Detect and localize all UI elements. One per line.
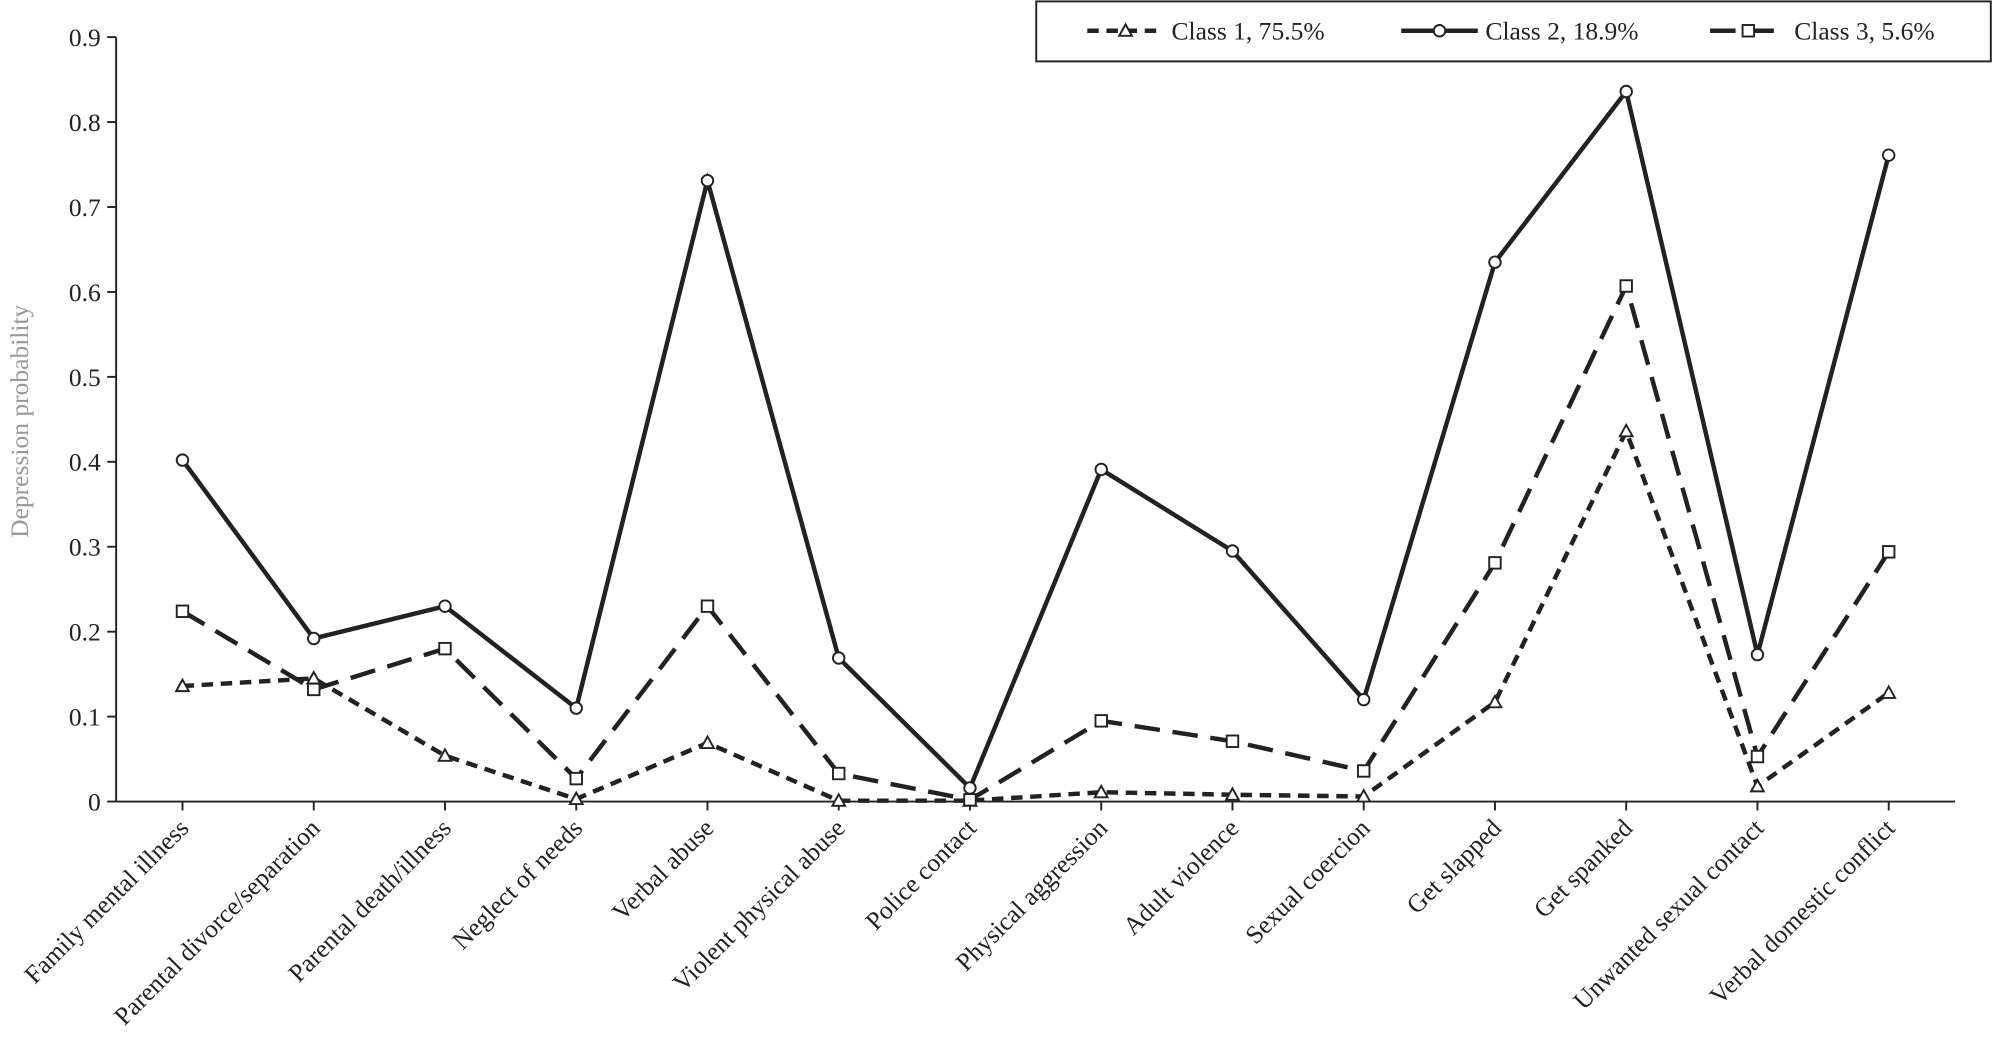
- data-point: [1750, 749, 1765, 764]
- x-tick-label: Get spanked: [1528, 813, 1638, 923]
- data-point: [1618, 422, 1635, 438]
- data-point: [700, 173, 715, 188]
- data-point: [963, 793, 977, 807]
- series-line: [182, 425, 1890, 803]
- data-point: [1750, 647, 1765, 662]
- data-point: [830, 792, 847, 807]
- data-point: [1880, 684, 1897, 699]
- data-point: [699, 734, 716, 750]
- y-tick-label: 0.2: [69, 618, 101, 647]
- legend-box: [1035, 0, 1992, 63]
- data-point: [174, 677, 191, 693]
- legend-label: Class 3, 5.6%: [1794, 17, 1934, 46]
- data-point: [1225, 544, 1240, 558]
- x-tick-label: Sexual coercion: [1239, 813, 1375, 949]
- x-tick-label: Adult violence: [1117, 813, 1244, 940]
- data-point: [1094, 462, 1108, 477]
- data-point: [1357, 692, 1371, 707]
- data-point: [700, 599, 715, 613]
- legend-label: Class 2, 18.9%: [1485, 17, 1638, 46]
- data-point: [832, 766, 846, 781]
- series-line: [180, 86, 1891, 792]
- data-point: [1225, 734, 1240, 748]
- y-tick-label: 0.3: [69, 533, 101, 562]
- y-tick-label: 0.1: [69, 703, 101, 732]
- y-tick-label: 0.9: [69, 23, 101, 52]
- y-tick-label: 0: [88, 787, 101, 816]
- data-point: [175, 453, 190, 467]
- data-point: [307, 631, 321, 646]
- x-tick-label: Verbal abuse: [606, 813, 719, 926]
- data-point: [436, 747, 453, 762]
- data-point: [175, 604, 190, 618]
- data-point: [1224, 786, 1241, 801]
- data-point: [1355, 788, 1372, 803]
- data-point: [1881, 545, 1896, 559]
- data-point: [1357, 764, 1371, 778]
- data-point: [569, 701, 583, 715]
- data-point: [307, 682, 321, 697]
- x-tick-label: Neglect of needs: [446, 813, 588, 955]
- data-point: [1486, 693, 1503, 709]
- y-tick-label: 0.8: [69, 108, 101, 137]
- data-point: [438, 599, 452, 613]
- data-point: [438, 641, 452, 656]
- data-point: [1488, 255, 1502, 269]
- y-tick-label: 0.4: [69, 448, 101, 477]
- data-point: [305, 670, 322, 685]
- legend-marker: [1432, 24, 1447, 38]
- data-point: [1619, 84, 1633, 99]
- series-line: [181, 279, 1891, 803]
- data-point: [1094, 714, 1108, 728]
- data-point: [1488, 556, 1502, 570]
- legend-marker: [1741, 24, 1756, 38]
- x-tick-label: Get slapped: [1401, 813, 1507, 919]
- data-point: [963, 781, 977, 795]
- data-point: [568, 790, 585, 806]
- y-tick-label: 0.6: [69, 278, 101, 307]
- data-point: [1749, 777, 1766, 793]
- y-axis-label: Depression probability: [5, 304, 34, 537]
- x-tick-label: Police contact: [860, 813, 982, 935]
- data-point: [569, 771, 583, 786]
- legend-marker: [1117, 22, 1134, 37]
- y-tick-label: 0.7: [69, 193, 101, 222]
- y-tick-label: 0.5: [69, 363, 101, 392]
- data-point: [1881, 148, 1896, 162]
- data-point: [832, 651, 846, 665]
- data-point: [1619, 279, 1633, 293]
- legend-label: Class 1, 75.5%: [1172, 17, 1325, 46]
- data-point: [1093, 783, 1110, 799]
